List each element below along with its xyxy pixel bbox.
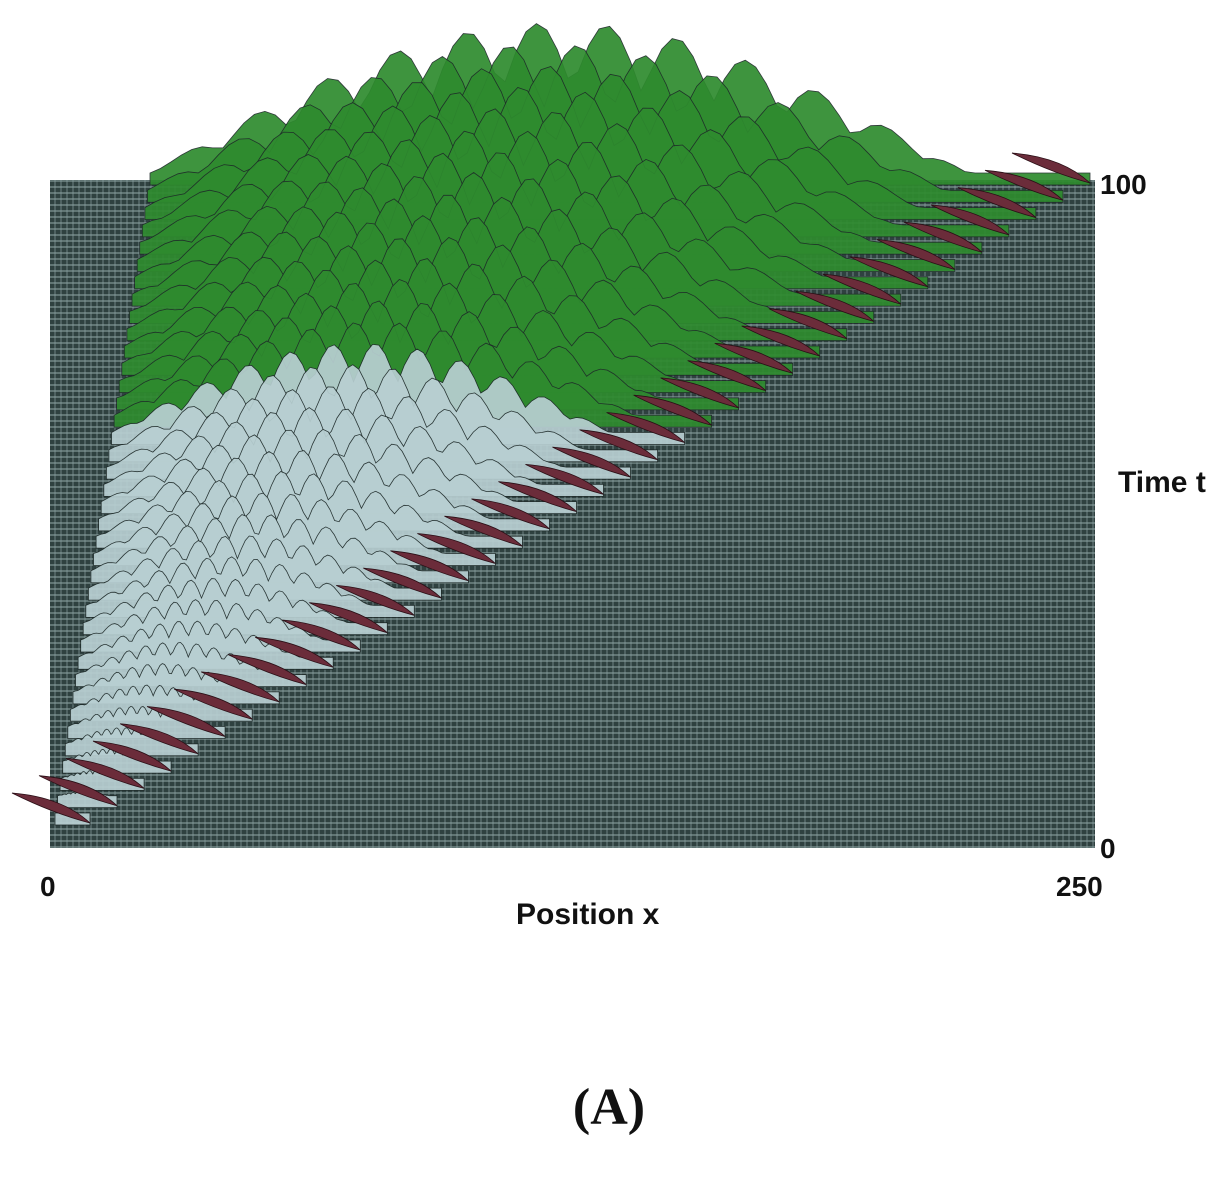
wavefront-streak <box>255 636 334 668</box>
wavefront-streak <box>309 602 388 634</box>
wavefront-streak <box>660 377 739 409</box>
wavefront-streak <box>768 308 848 340</box>
wavefront-streak <box>201 671 280 703</box>
wavefront-streak <box>984 169 1064 201</box>
wavefront-streak <box>957 187 1037 218</box>
wavefront-streak <box>1011 152 1091 184</box>
wavefront-streak <box>552 446 631 478</box>
wavefront-streak <box>417 533 496 564</box>
x-axis-title: Position x <box>516 898 660 931</box>
wavefront-streak <box>822 273 902 305</box>
wavefront-streak <box>390 550 469 582</box>
wavefront-streak <box>687 360 766 391</box>
x-tick-label-max: 250 <box>1056 871 1103 902</box>
wavefront-streak <box>11 792 91 824</box>
wavefront-streak <box>849 256 929 288</box>
y-tick-label-max: 100 <box>1100 169 1147 200</box>
wavefront-streak <box>363 567 442 599</box>
y-axis-title: Time t <box>1118 466 1206 499</box>
wavefront-streak <box>930 204 1010 236</box>
wavefront-streak <box>174 688 253 720</box>
panel-label: (A) <box>572 1079 646 1136</box>
wavefront-streak <box>38 775 118 807</box>
wavefront-streak <box>444 515 523 547</box>
wavefront-streak <box>336 585 415 616</box>
wavefront-streak <box>282 619 361 651</box>
wavefront-streak <box>876 239 956 270</box>
wavefront-streak <box>146 706 226 737</box>
x-tick-label-min: 0 <box>40 871 56 902</box>
wavefront-streak <box>65 758 145 789</box>
wavefront-streak <box>92 740 172 772</box>
wavefront-streak <box>498 481 577 512</box>
waterfall-ridges <box>11 23 1091 826</box>
wavefront-streak <box>606 412 685 443</box>
wavefront-streak <box>228 654 307 685</box>
wavefront-streak <box>579 429 658 461</box>
wavefront-streak <box>633 394 712 426</box>
wavefront-streak <box>714 342 793 374</box>
wavefront-streak <box>119 723 199 755</box>
wavefront-streak <box>741 325 820 357</box>
wavefront-streak <box>903 221 983 253</box>
y-tick-label-min: 0 <box>1100 833 1116 864</box>
wavefront-streak <box>471 498 550 530</box>
wavefront-streak <box>795 291 875 322</box>
wavefront-streak <box>525 464 604 495</box>
